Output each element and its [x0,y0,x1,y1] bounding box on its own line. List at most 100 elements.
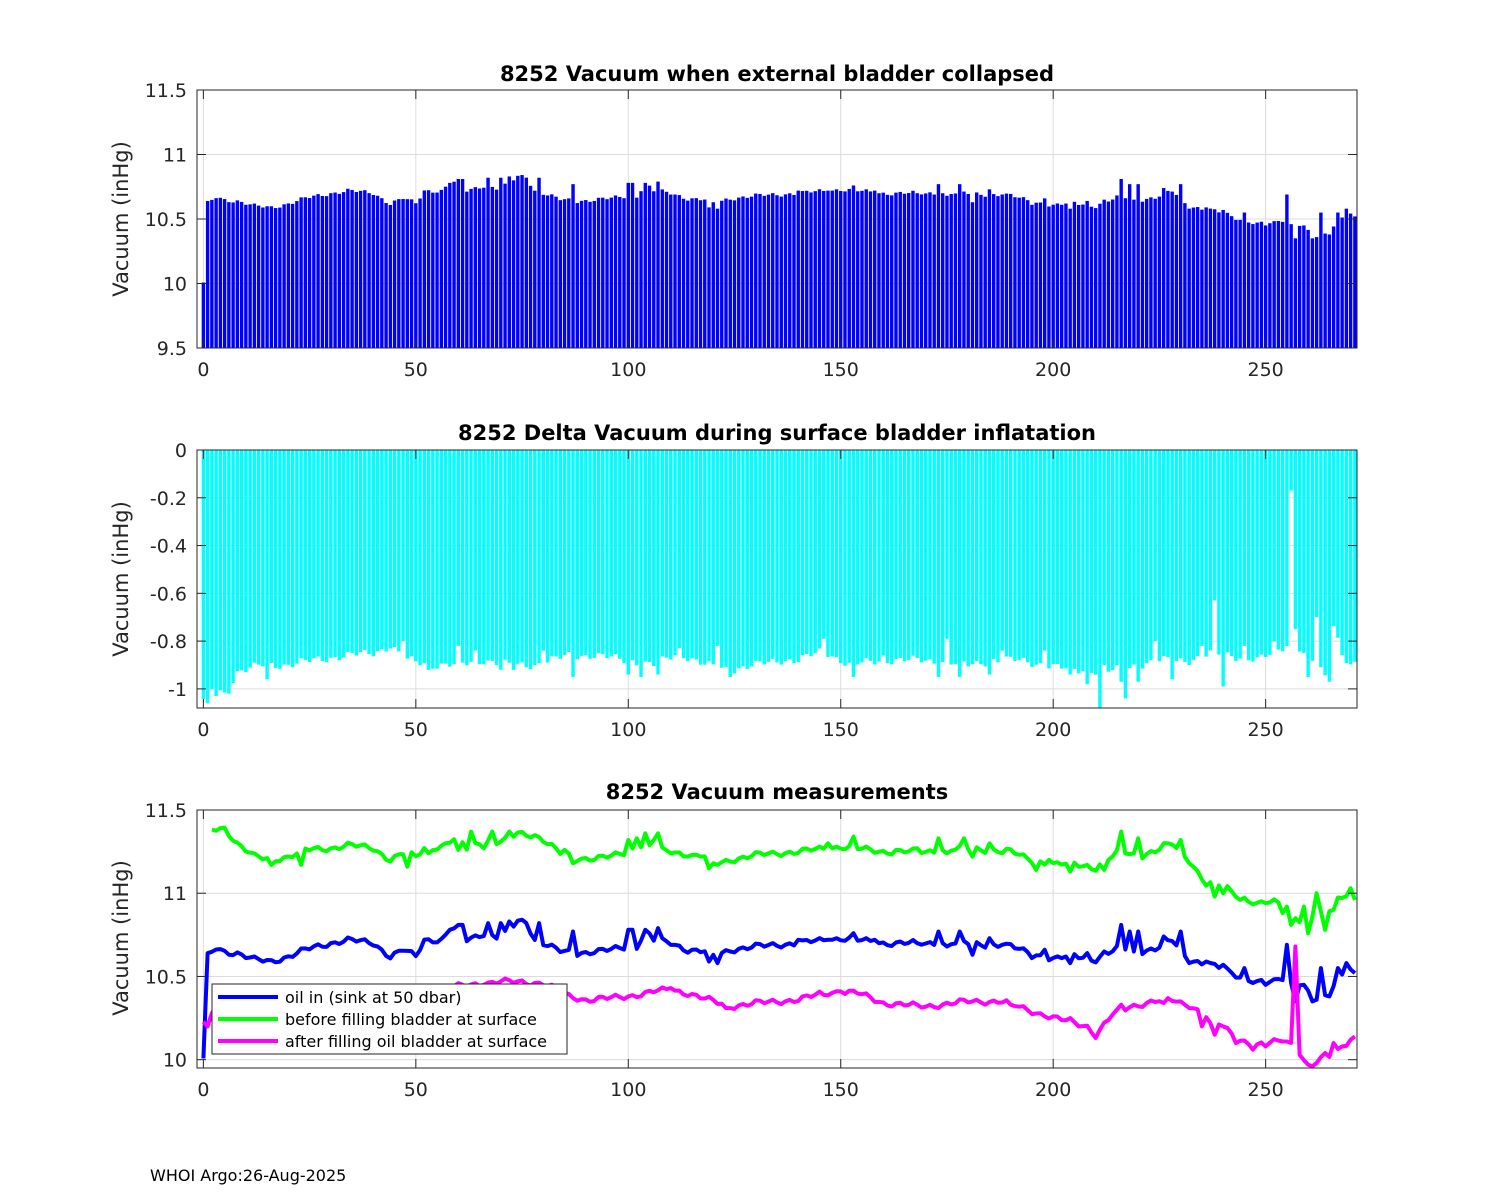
bar [1059,204,1064,348]
bar [983,196,987,348]
bar [218,450,223,691]
bar [962,191,966,348]
bar [422,190,427,348]
chart-title: 8252 Vacuum measurements [606,780,949,804]
bar [873,450,877,665]
x-tick-label: 50 [404,359,428,381]
bar [1344,208,1349,348]
bar [1276,450,1281,650]
bar [707,207,711,348]
bar [448,182,452,348]
bar [1081,204,1085,348]
bar [839,450,843,664]
bar [1319,450,1323,668]
bar [1000,450,1004,651]
bar [1093,208,1098,348]
bar [210,450,214,689]
bar [1306,450,1310,677]
bar [669,450,673,660]
bar [945,450,949,639]
bar [571,184,575,348]
bar [299,197,303,348]
bar [1285,450,1289,647]
bar [409,450,414,657]
bar [337,450,342,661]
bar [979,450,983,665]
bar [363,190,367,348]
bar [507,450,512,663]
bar [741,196,745,348]
bar [380,198,384,348]
bar [1353,450,1357,662]
bar [575,450,579,660]
bar [596,450,601,654]
bar [847,450,851,663]
bar [613,195,618,348]
bar [924,450,928,661]
bar [567,450,571,652]
bar [618,450,622,659]
bar [1153,198,1157,348]
bar [1085,200,1089,348]
bar [822,190,826,348]
bar [766,194,771,348]
bar [754,193,758,348]
bar [273,208,278,348]
bar [222,199,227,348]
bar [452,450,456,664]
bar [477,188,482,348]
bar [201,450,206,700]
bar [970,202,975,348]
bar [1221,209,1225,348]
bar [499,450,503,670]
bar [605,450,609,659]
bar [439,450,444,664]
bar [643,450,647,662]
bar [1144,198,1149,348]
bar [1140,201,1145,348]
bar [813,191,817,348]
bar [375,450,380,652]
bar [983,450,987,667]
series-line-1 [211,825,1357,936]
bar [1106,201,1111,348]
bar [201,282,206,348]
bar [1191,207,1196,348]
bar [562,450,567,656]
bar [354,192,359,348]
bar [579,200,584,348]
bar [992,450,996,659]
bar [465,191,469,348]
bar [239,201,244,348]
bar [639,191,643,348]
bar [329,450,333,658]
bar [210,199,214,348]
bar [1021,197,1026,348]
bar [550,194,554,348]
bar [545,450,550,663]
bar [418,198,422,348]
y-axis-label: Vacuum (inHg) [109,141,133,297]
bar [537,450,541,664]
bar [664,450,669,658]
bar [1110,450,1115,671]
x-tick-label: 50 [404,719,428,741]
x-tick-label: 200 [1035,359,1071,381]
bar [524,177,529,348]
bar [1246,450,1251,661]
bar [337,193,342,348]
bar [1102,199,1106,348]
bar [737,450,741,669]
bar [1348,213,1353,348]
axes-frame [196,449,1358,709]
bar [227,450,231,694]
bar [320,450,325,661]
bar [584,450,588,656]
bar [431,450,435,669]
bar [936,450,941,677]
bar [1187,208,1191,348]
bar [1102,450,1106,665]
bar [749,450,754,667]
bar [558,450,562,659]
bar [435,192,439,348]
